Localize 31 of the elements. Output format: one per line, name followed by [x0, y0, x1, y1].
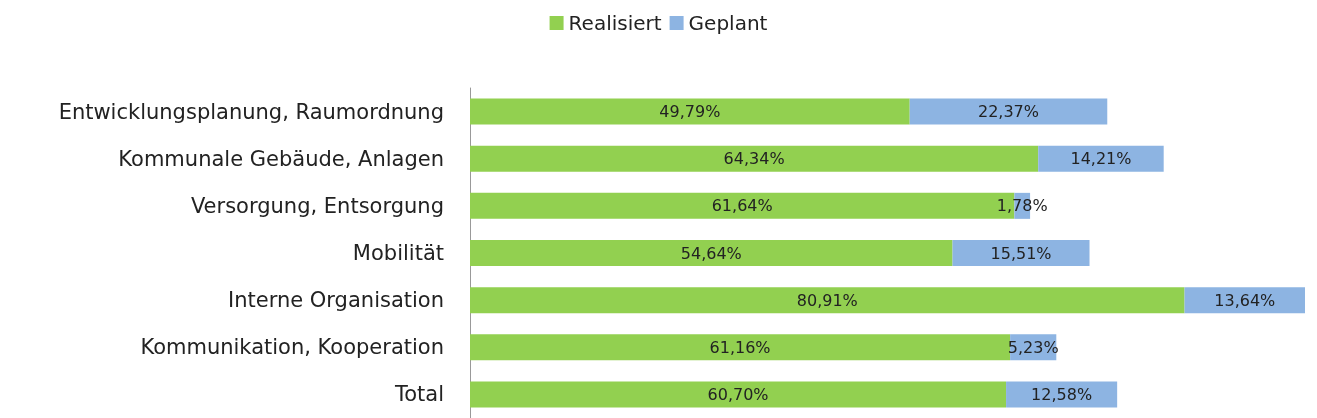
bar	[952, 240, 1090, 266]
data-label: 49,79%	[659, 102, 721, 122]
data-label: 15,51%	[990, 243, 1052, 263]
bar	[470, 381, 1007, 408]
legend-label: Geplant	[688, 11, 768, 35]
bar	[909, 98, 1108, 125]
bar	[470, 334, 1011, 361]
data-label: 12,58%	[1031, 384, 1093, 404]
y-tick-label: Kommunale Gebäude, Anlagen	[118, 146, 444, 171]
bar	[470, 240, 953, 266]
y-tick-label: Total	[393, 382, 444, 407]
y-tick-label: Mobilität	[352, 241, 444, 265]
data-label: 22,37%	[977, 102, 1039, 122]
data-label: 14,21%	[1070, 149, 1132, 169]
bar	[1038, 145, 1164, 172]
y-tick-label: Interne Organisation	[228, 288, 444, 313]
data-label: 1,78%	[996, 196, 1048, 216]
data-label: 80,91%	[796, 290, 858, 310]
data-label: 64,34%	[723, 149, 785, 169]
data-label: 61,64%	[711, 196, 773, 216]
data-label: 54,64%	[680, 243, 742, 263]
bar	[470, 98, 910, 125]
bar	[470, 145, 1039, 172]
data-label: 13,64%	[1214, 290, 1276, 310]
bar	[470, 287, 1185, 314]
legend-label: Realisiert	[568, 11, 662, 35]
y-tick-label: Kommunikation, Kooperation	[140, 335, 444, 360]
y-tick-label: Versorgung, Entsorgung	[190, 193, 444, 218]
y-tick-label: Entwicklungsplanung, Raumordnung	[58, 99, 444, 124]
data-label: 60,70%	[707, 384, 769, 404]
data-label: 61,16%	[709, 337, 771, 357]
